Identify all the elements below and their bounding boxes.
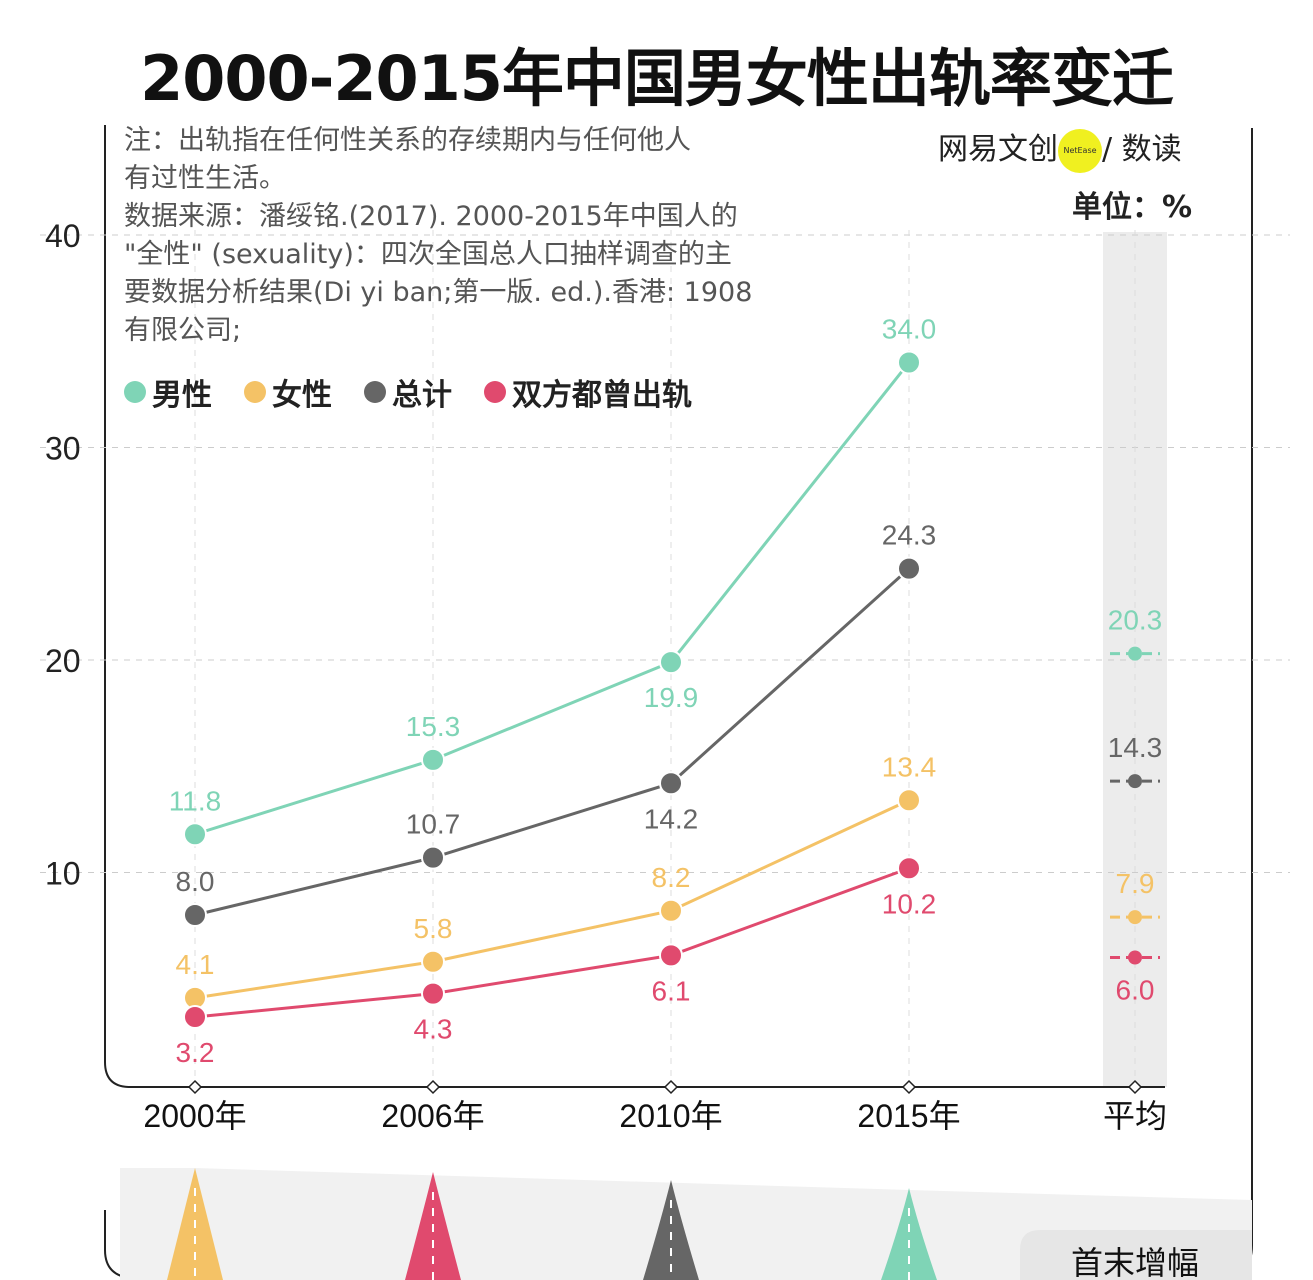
legend-label: 总计 [392, 378, 452, 413]
data-point [421, 747, 445, 772]
data-point [897, 556, 921, 581]
x-tick-label: 2006年 [381, 1098, 484, 1134]
series-0: 11.8 15.3 19.9 34.0 20.3 [169, 314, 1163, 847]
bottom-label: 首末增幅 [1071, 1245, 1199, 1280]
x-tick-label: 2015年 [857, 1098, 960, 1134]
data-point [659, 771, 683, 796]
note-line: 有限公司; [124, 315, 242, 346]
data-label: 19.9 [644, 682, 699, 713]
note-line: 注：出轨指在任何性关系的存续期内与任何他人 [124, 125, 691, 156]
brand-left: 网易文创 [938, 132, 1058, 167]
legend-swatch [124, 381, 146, 403]
data-label: 14.2 [644, 803, 699, 834]
note-line: 有过性生活。 [124, 163, 286, 194]
data-point [897, 350, 921, 375]
increase-spike [881, 1188, 937, 1280]
legend-label: 双方都曾出轨 [512, 378, 692, 413]
series-line [194, 567, 911, 917]
data-label: 15.3 [406, 711, 461, 742]
series-2: 8.0 10.7 14.2 24.3 14.3 [176, 520, 1163, 927]
data-label: 13.4 [882, 751, 937, 782]
data-point [659, 650, 683, 675]
average-label: 7.9 [1116, 868, 1155, 899]
x-tick-label: 平均 [1103, 1098, 1167, 1134]
outer-frame-right [1224, 128, 1253, 1279]
series-line [194, 361, 911, 836]
plot-frame [104, 125, 1165, 1088]
legend-label: 男性 [152, 378, 212, 413]
legend-label: 女性 [272, 378, 332, 413]
data-label: 11.8 [169, 785, 221, 816]
x-tick-marker [663, 1079, 679, 1095]
x-tick-marker [1127, 1079, 1143, 1095]
legend-swatch [244, 381, 266, 403]
legend: 男性 女性 总计 双方都曾出轨 [124, 370, 702, 414]
y-tick-label: 30 [45, 431, 81, 467]
data-point [659, 898, 683, 923]
series-line [194, 866, 910, 1019]
series-3: 3.2 4.3 6.1 10.2 6.0 [176, 856, 1160, 1068]
y-tick-label: 10 [45, 856, 81, 892]
data-label: 3.2 [176, 1037, 215, 1068]
data-label: 24.3 [882, 520, 937, 551]
chart-note: 注：出轨指在任何性关系的存续期内与任何他人 有过性生活。 数据来源：潘绥铭.(2… [124, 122, 804, 350]
average-point [1128, 774, 1142, 789]
x-tick-marker [425, 1079, 441, 1095]
x-tick-label: 2000年 [143, 1098, 246, 1134]
unit-label: 单位：% [1072, 190, 1193, 225]
data-label: 5.8 [414, 913, 453, 944]
brand-logo: 网易文创 NetEase / 数读 [938, 124, 1182, 173]
data-point [897, 856, 921, 881]
data-point [183, 903, 207, 927]
average-label: 6.0 [1116, 975, 1155, 1006]
brand-right: / 数读 [1102, 132, 1182, 167]
legend-swatch [364, 381, 386, 403]
bottom-label-bg [1020, 1230, 1252, 1280]
y-tick-label: 40 [45, 218, 81, 254]
data-label: 10.2 [882, 888, 937, 919]
x-tick-marker [901, 1079, 917, 1095]
data-point [421, 949, 445, 974]
average-point [1128, 950, 1142, 965]
bottom-band [120, 1168, 1252, 1280]
data-label: 6.1 [652, 975, 691, 1006]
x-tick-label: 2010年 [619, 1098, 722, 1134]
data-label: 4.1 [176, 949, 215, 980]
data-point [183, 822, 207, 847]
legend-item-total: 总计 [364, 370, 452, 414]
average-point [1128, 910, 1142, 925]
data-label: 8.0 [176, 866, 215, 897]
legend-item-female: 女性 [244, 370, 332, 414]
note-line: "全性" (sexuality)：四次全国总人口抽样调查的主 [124, 239, 732, 270]
note-line: 要数据分析结果(Di yi ban;第一版. ed.).香港: 1908 [124, 277, 753, 308]
data-label: 4.3 [414, 1014, 453, 1045]
data-label: 8.2 [652, 862, 691, 893]
average-label: 20.3 [1108, 605, 1163, 636]
netease-logo: NetEase [1058, 128, 1102, 173]
data-point [659, 943, 683, 968]
series-line [194, 798, 910, 1000]
data-point [421, 981, 445, 1006]
legend-swatch [484, 381, 506, 403]
increase-spike [643, 1180, 699, 1280]
legend-item-both: 双方都曾出轨 [484, 370, 692, 414]
average-label: 14.3 [1108, 732, 1163, 763]
x-tick-marker [187, 1079, 203, 1095]
data-label: 34.0 [882, 314, 937, 345]
note-line: 数据来源：潘绥铭.(2017). 2000-2015年中国人的 [124, 201, 738, 232]
y-tick-label: 20 [45, 643, 81, 679]
legend-item-male: 男性 [124, 370, 212, 414]
average-point [1128, 646, 1142, 661]
page-title: 2000-2015年中国男女性出轨率变迁 [140, 42, 1174, 115]
data-point [897, 788, 921, 813]
data-point [183, 1005, 207, 1029]
data-label: 10.7 [406, 809, 461, 840]
data-point [421, 845, 445, 870]
